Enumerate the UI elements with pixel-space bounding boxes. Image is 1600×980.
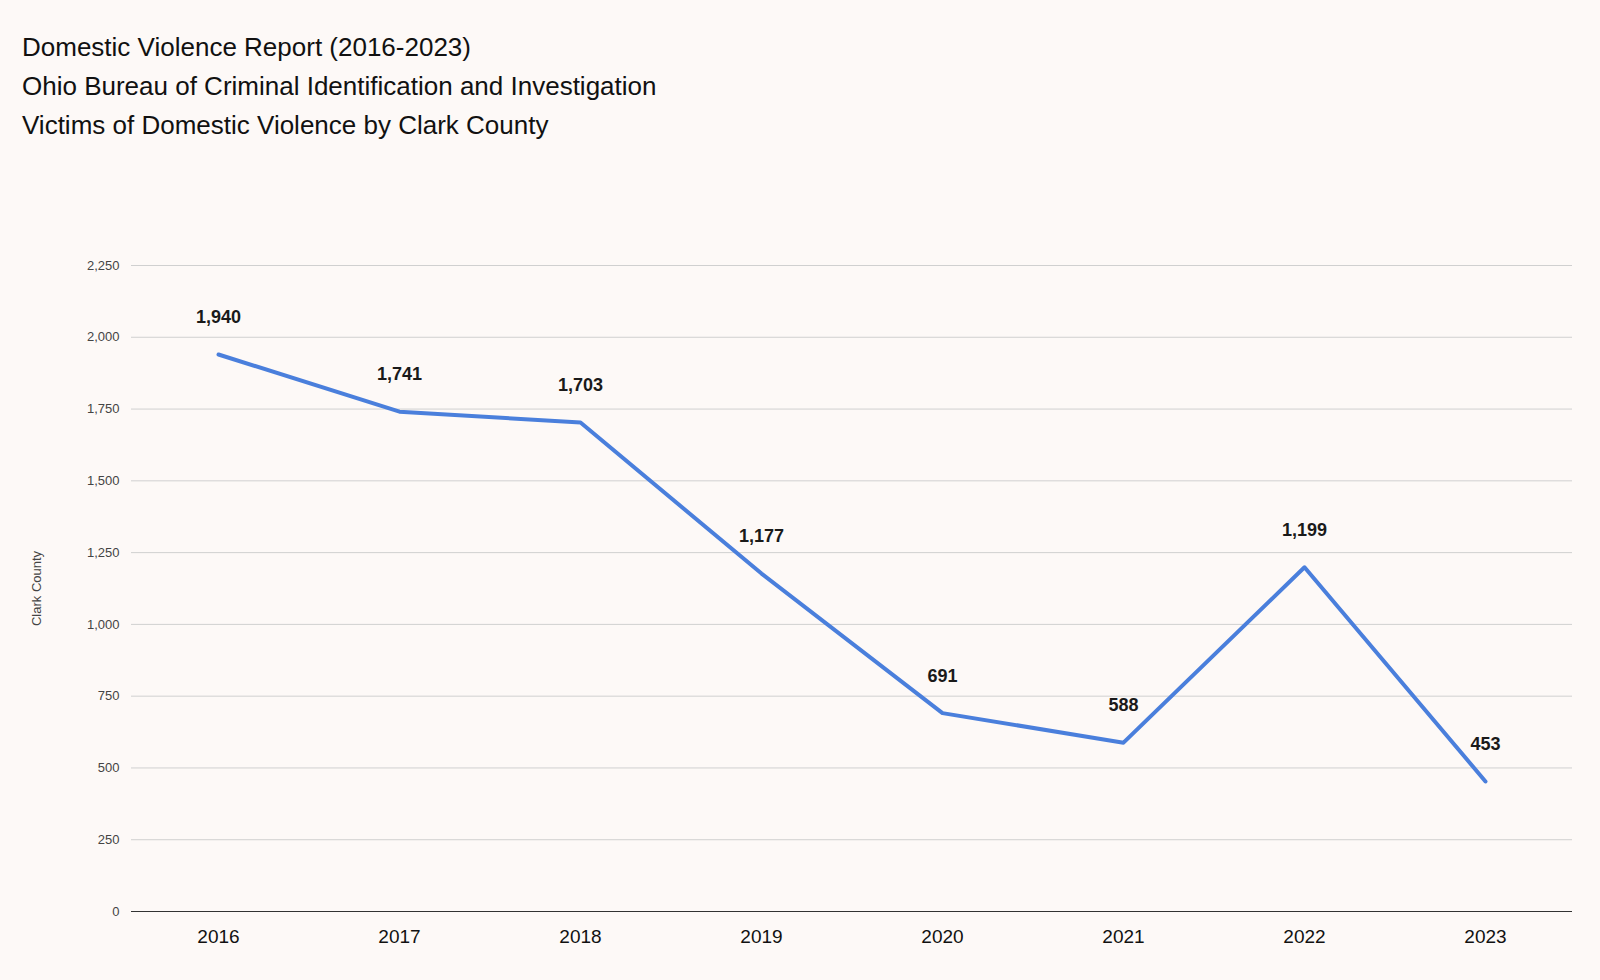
html-text:Ohio Bureau of Criminal Identi: Ohio Bureau of Criminal Identification a…: [22, 71, 657, 101]
html-text:Domestic Violence Report (2016: Domestic Violence Report (2016-2023): [22, 32, 471, 62]
svg-text:2017: 2017: [378, 926, 420, 947]
svg-text:1,741: 1,741: [377, 364, 422, 384]
svg-text:1,250: 1,250: [87, 545, 120, 560]
svg-text:1,177: 1,177: [739, 526, 784, 546]
svg-text:2022: 2022: [1283, 926, 1325, 947]
svg-text:Clark County: Clark County: [29, 550, 44, 626]
svg-text:1,500: 1,500: [87, 473, 120, 488]
svg-text:2,250: 2,250: [87, 258, 120, 273]
svg-text:453: 453: [1470, 734, 1500, 754]
svg-text:2021: 2021: [1102, 926, 1144, 947]
svg-text:500: 500: [98, 760, 120, 775]
svg-text:0: 0: [112, 904, 119, 919]
svg-text:250: 250: [98, 832, 120, 847]
svg-text:1,000: 1,000: [87, 617, 120, 632]
svg-text:2018: 2018: [559, 926, 601, 947]
svg-text:1,940: 1,940: [196, 307, 241, 327]
svg-text:588: 588: [1108, 695, 1138, 715]
svg-text:1,750: 1,750: [87, 401, 120, 416]
html-text:Victims of Domestic Violence b: Victims of Domestic Violence by Clark Co…: [22, 110, 549, 140]
svg-text:750: 750: [98, 688, 120, 703]
svg-text:1,703: 1,703: [558, 375, 603, 395]
svg-text:2019: 2019: [740, 926, 782, 947]
svg-text:2016: 2016: [197, 926, 239, 947]
svg-text:2020: 2020: [921, 926, 963, 947]
svg-text:1,199: 1,199: [1282, 520, 1327, 540]
svg-text:2023: 2023: [1464, 926, 1506, 947]
svg-text:691: 691: [927, 666, 957, 686]
svg-text:2,000: 2,000: [87, 329, 120, 344]
